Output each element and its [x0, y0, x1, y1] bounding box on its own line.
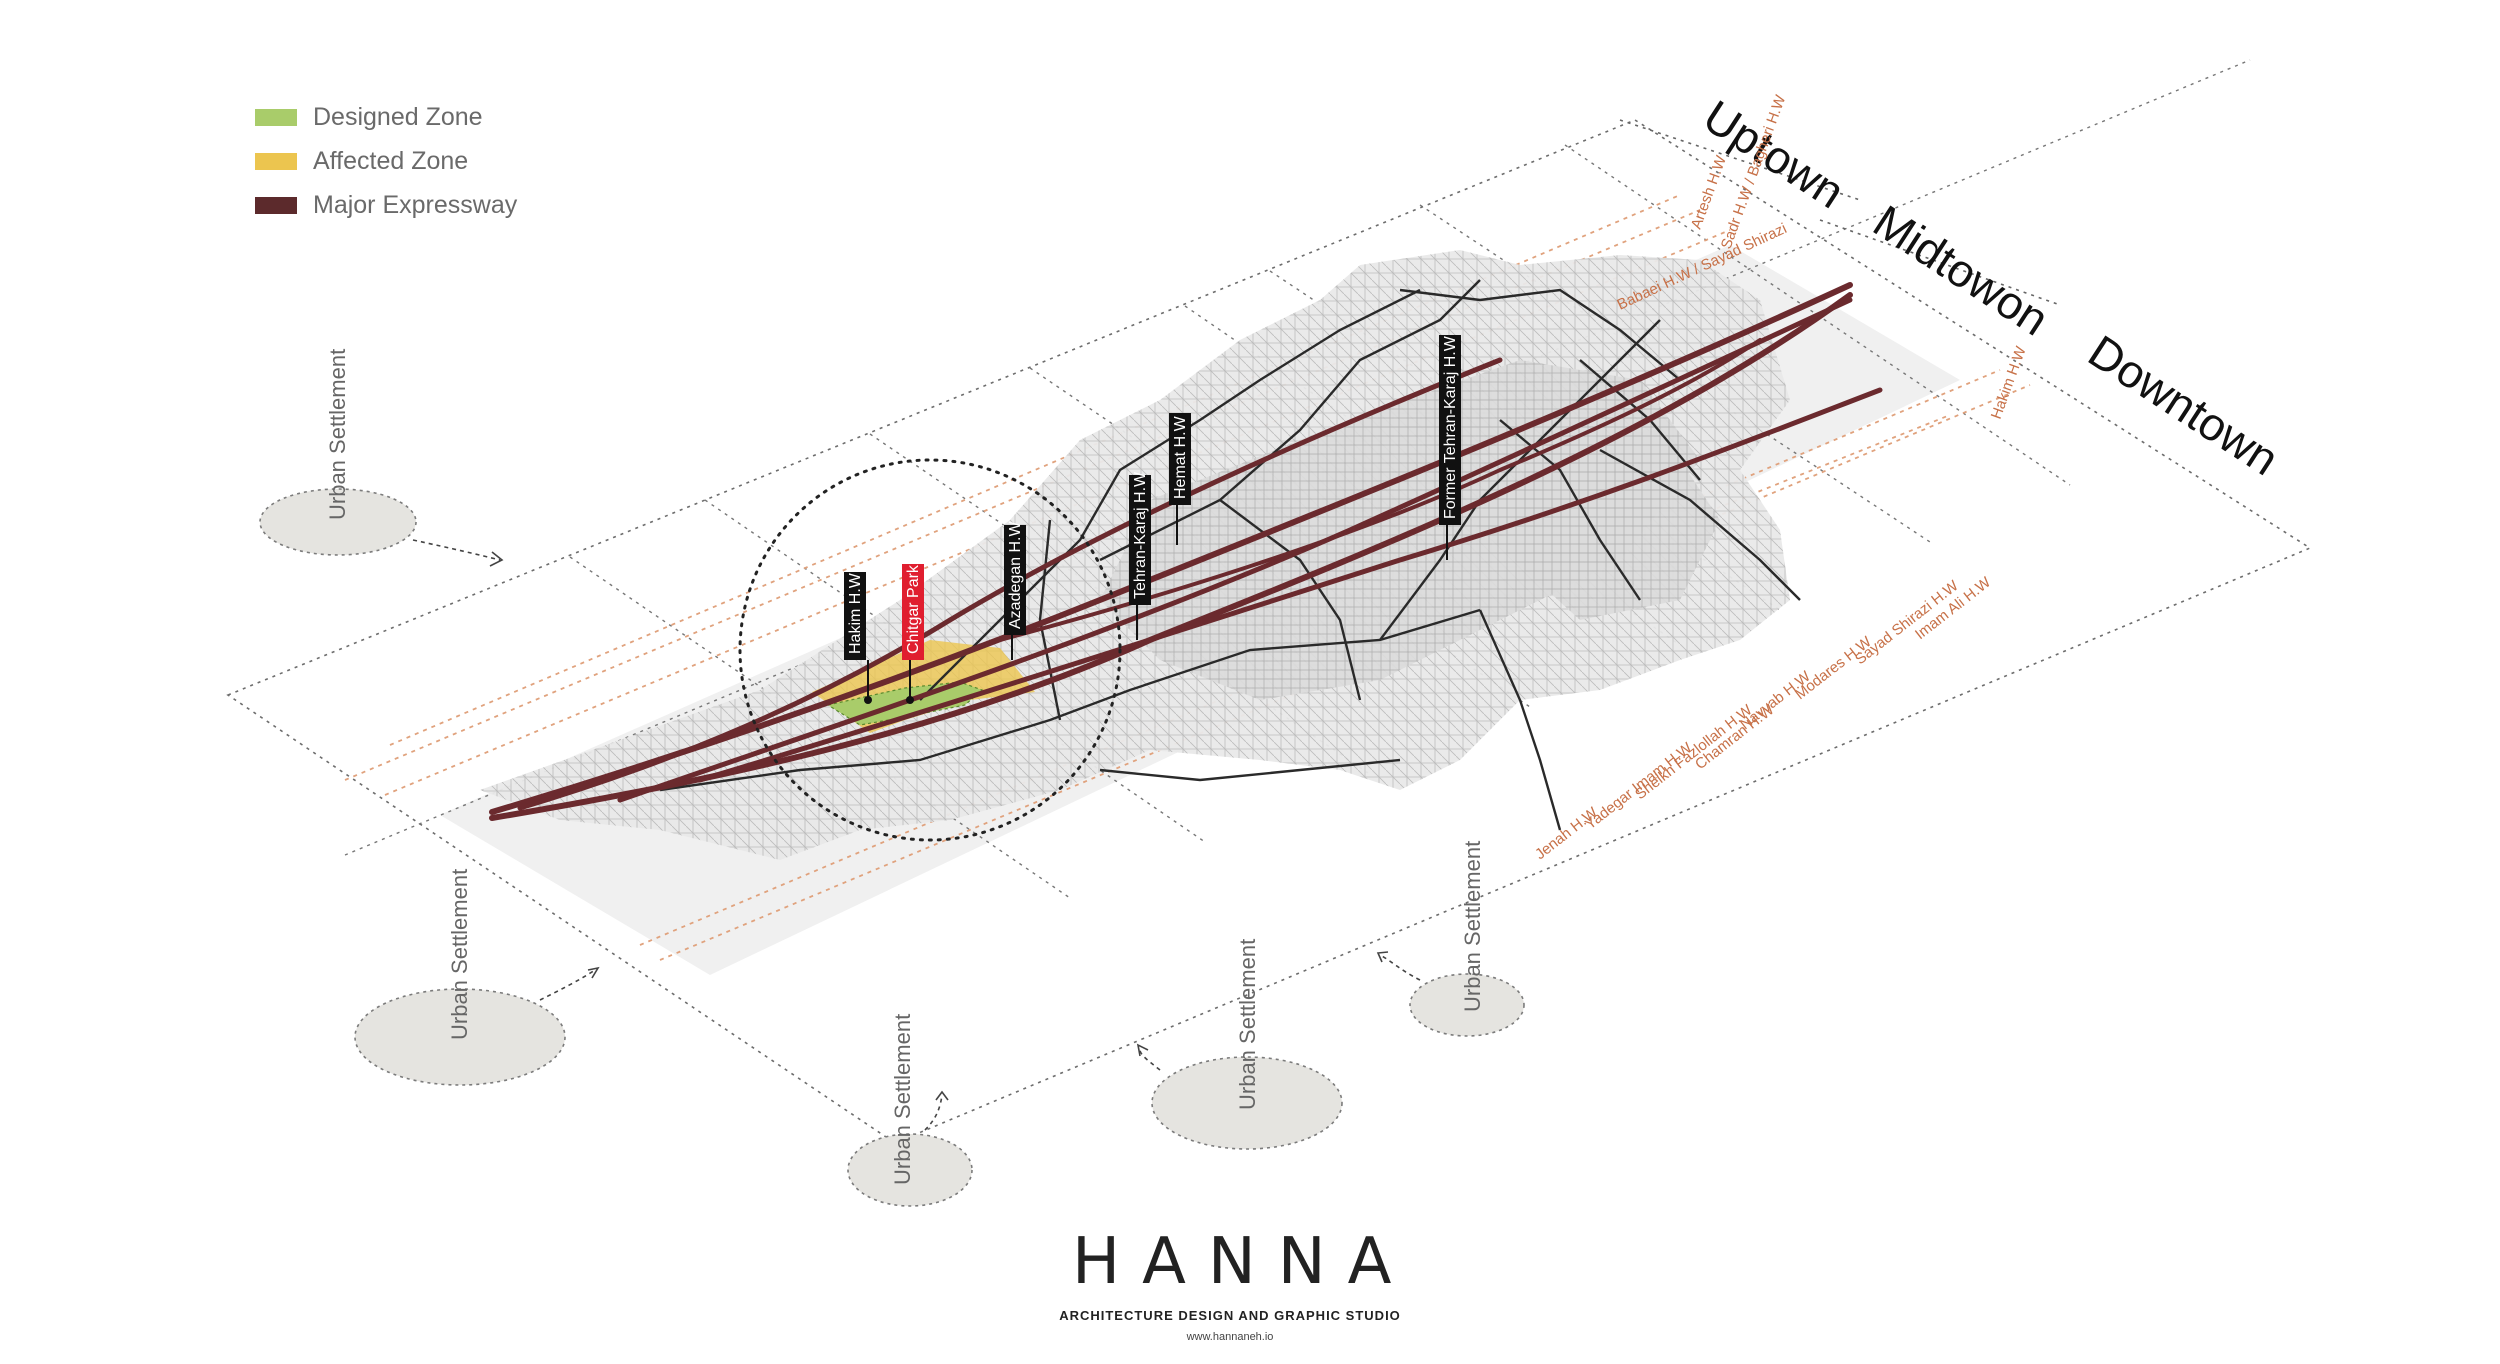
legend: Designed Zone Affected Zone Major Expres… [255, 95, 517, 227]
settlement-1: Urban Settlement [259, 349, 504, 567]
settlement-3-label: Urban Settlement [890, 1014, 915, 1185]
logo-wordmark: HANNA [1072, 1225, 1414, 1299]
pin-dots [864, 696, 914, 704]
side-label-top-4: Hakim H.W [1988, 344, 2030, 422]
legend-row-expressway: Major Expressway [255, 183, 517, 227]
azadegan-hw-label: Azadegan H.W [1007, 520, 1024, 629]
azadegan-label-box [1004, 525, 1026, 635]
settlement-5-label: Urban Settlement [1460, 841, 1485, 1012]
side-label-right-3: Modares H.W [1792, 633, 1875, 703]
settlement-4: Urban Settlement [1136, 939, 1343, 1150]
affected-zone-swatch [255, 152, 297, 170]
major-expressway-legend-label: Major Expressway [313, 190, 518, 219]
tehran-karaj-hw-label: Tehran-Karaj H.W [1132, 471, 1149, 599]
midtown-label: Midtowon [1865, 195, 2058, 346]
logo-subtitle: ARCHITECTURE DESIGN AND GRAPHIC STUDIO [1059, 1308, 1401, 1323]
hakim-label-box [844, 572, 866, 660]
side-label-top-1: Artesh H.W [1688, 153, 1730, 232]
legend-row-affected: Affected Zone [255, 139, 517, 183]
major-expressway-swatch [255, 196, 297, 214]
focus-circle [738, 458, 1122, 842]
designed-zone-swatch [255, 108, 297, 126]
settlement-2: Urban Settlement [354, 869, 600, 1086]
hemat-label-box [1169, 413, 1191, 505]
settlement-5: Urban Settlement [1376, 841, 1525, 1037]
urban-settlements: Urban Settlement Urban Settlement Urban … [259, 349, 1525, 1207]
studio-logo: HANNA ARCHITECTURE DESIGN AND GRAPHIC ST… [1050, 1230, 1410, 1343]
designed-zone-legend-label: Designed Zone [313, 102, 483, 131]
side-label-right-8: Jenah H.W [1532, 804, 1602, 864]
side-label-right-7: Yadegar Imam H.W [1582, 739, 1696, 833]
expressways [489, 282, 1883, 821]
hemat-hw-label: Hemat H.W [1172, 415, 1189, 499]
chitgar-label-box [902, 564, 924, 660]
hakim-hw-label: Hakim H.W [847, 572, 864, 654]
settlement-3: Urban Settlement [847, 1014, 973, 1207]
settlement-1-label: Urban Settlement [325, 349, 350, 520]
logo-url: www.hannaneh.io [1186, 1331, 1274, 1343]
affected-zone-legend-label: Affected Zone [313, 146, 469, 175]
legend-row-designed: Designed Zone [255, 95, 517, 139]
tehran-karaj-label-box [1129, 475, 1151, 605]
chitgar-park-label: Chitgar Park [905, 564, 922, 654]
downtown-label: Downtown [2080, 325, 2288, 486]
former-tehran-karaj-label-box [1439, 335, 1461, 525]
former-tehran-karaj-hw-label: Former Tehran-Karaj H.W [1442, 335, 1459, 519]
highway-labels: Hakim H.W Chitgar Park Azadegan H.W Tehr… [844, 335, 1461, 660]
settlement-4-label: Urban Settlement [1235, 939, 1260, 1110]
settlement-2-label: Urban Settlement [447, 869, 472, 1040]
